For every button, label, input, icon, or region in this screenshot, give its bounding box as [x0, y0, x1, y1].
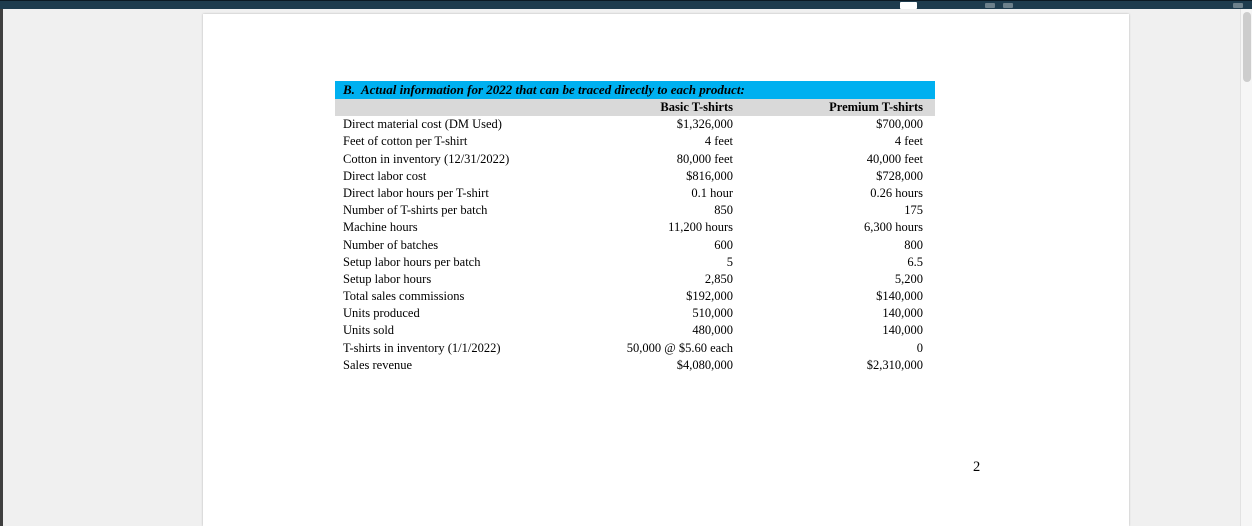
basic-value: 80,000 feet — [676, 151, 733, 166]
table-row: Sales revenue $4,080,000 $2,310,000 — [335, 357, 935, 374]
row-label: Sales revenue — [343, 357, 413, 372]
basic-value: 50,000 @ $5.60 each — [626, 340, 733, 355]
basic-value: 480,000 — [692, 323, 733, 338]
table-row: T-shirts in inventory (1/1/2022) 50,000 @… — [335, 340, 935, 357]
row-label: T-shirts in inventory (1/1/2022) — [343, 340, 501, 355]
basic-value: 600 — [714, 237, 733, 252]
premium-value: $700,000 — [876, 117, 923, 132]
row-label: Feet of cotton per T-shirt — [343, 134, 468, 149]
table-row: Machine hours 11,200 hours 6,300 hours — [335, 219, 935, 236]
basic-value: $4,080,000 — [676, 357, 733, 372]
row-label: Cotton in inventory (12/31/2022) — [343, 151, 510, 166]
premium-value: 5,200 — [894, 271, 923, 286]
premium-value: 140,000 — [882, 306, 923, 321]
toolbar-button[interactable] — [900, 2, 917, 9]
row-label: Units produced — [343, 306, 420, 321]
premium-value: 800 — [904, 237, 923, 252]
table-row: Direct material cost (DM Used) $1,326,000… — [335, 116, 935, 133]
basic-value: 0.1 hour — [691, 185, 733, 200]
basic-value: 2,850 — [704, 271, 733, 286]
table-row: Setup labor hours per batch 5 6.5 — [335, 254, 935, 271]
table-header-row: Basic T-shirts Premium T-shirts — [335, 99, 935, 117]
row-label: Direct material cost (DM Used) — [343, 117, 502, 132]
premium-value: 6.5 — [907, 254, 923, 269]
table-row: Units produced 510,000 140,000 — [335, 305, 935, 322]
row-label: Machine hours — [343, 220, 418, 235]
basic-value: $1,326,000 — [676, 117, 733, 132]
table-body: Direct material cost (DM Used) $1,326,000… — [335, 116, 935, 374]
product-info-table: B. Actual information for 2022 that can … — [335, 81, 935, 374]
scrollbar-thumb[interactable] — [1243, 12, 1251, 82]
row-label: Setup labor hours — [343, 271, 432, 286]
table-row: Cotton in inventory (12/31/2022) 80,000 f… — [335, 151, 935, 168]
basic-value: 11,200 hours — [668, 220, 733, 235]
row-label: Total sales commissions — [343, 289, 465, 304]
basic-value: 510,000 — [692, 306, 733, 321]
premium-value: 0.26 hours — [870, 185, 923, 200]
row-label: Direct labor hours per T-shirt — [343, 185, 489, 200]
toolbar-icon[interactable] — [1003, 3, 1013, 8]
basic-value: 4 feet — [704, 134, 733, 149]
premium-value: 0 — [916, 340, 923, 355]
row-label: Number of T-shirts per batch — [343, 203, 488, 218]
document-canvas: B. Actual information for 2022 that can … — [3, 9, 1240, 526]
basic-value: $192,000 — [686, 289, 733, 304]
row-label: Direct labor cost — [343, 168, 427, 183]
basic-value: $816,000 — [686, 168, 733, 183]
table-row: Number of batches 600 800 — [335, 237, 935, 254]
premium-value: 40,000 feet — [866, 151, 923, 166]
premium-value: $728,000 — [876, 168, 923, 183]
page-number: 2 — [973, 459, 981, 475]
table-row: Number of T-shirts per batch 850 175 — [335, 202, 935, 219]
document-page: B. Actual information for 2022 that can … — [203, 14, 1129, 526]
table-title: B. Actual information for 2022 that can … — [335, 81, 935, 99]
column-header-basic: Basic T-shirts — [660, 100, 733, 114]
toolbar-icon[interactable] — [985, 3, 995, 8]
table-row: Feet of cotton per T-shirt 4 feet 4 feet — [335, 133, 935, 150]
vertical-scrollbar[interactable] — [1240, 9, 1252, 526]
toolbar-icon[interactable] — [1233, 3, 1243, 8]
table-row: Total sales commissions $192,000 $140,000 — [335, 288, 935, 305]
row-label: Units sold — [343, 323, 395, 338]
premium-value: 6,300 hours — [863, 220, 923, 235]
row-label: Number of batches — [343, 237, 439, 252]
premium-value: 175 — [904, 203, 923, 218]
top-toolbar — [0, 0, 1252, 9]
premium-value: $140,000 — [876, 289, 923, 304]
basic-value: 850 — [714, 203, 733, 218]
table-row: Direct labor cost $816,000 $728,000 — [335, 168, 935, 185]
premium-value: 4 feet — [894, 134, 923, 149]
row-label: Setup labor hours per batch — [343, 254, 481, 269]
premium-value: 140,000 — [882, 323, 923, 338]
premium-value: $2,310,000 — [866, 357, 923, 372]
column-header-premium: Premium T-shirts — [829, 100, 923, 114]
header-label-spacer — [335, 99, 547, 116]
table-row: Setup labor hours 2,850 5,200 — [335, 271, 935, 288]
table-row: Units sold 480,000 140,000 — [335, 322, 935, 339]
basic-value: 5 — [726, 254, 733, 269]
table-row: Direct labor hours per T-shirt 0.1 hour 0.… — [335, 185, 935, 202]
